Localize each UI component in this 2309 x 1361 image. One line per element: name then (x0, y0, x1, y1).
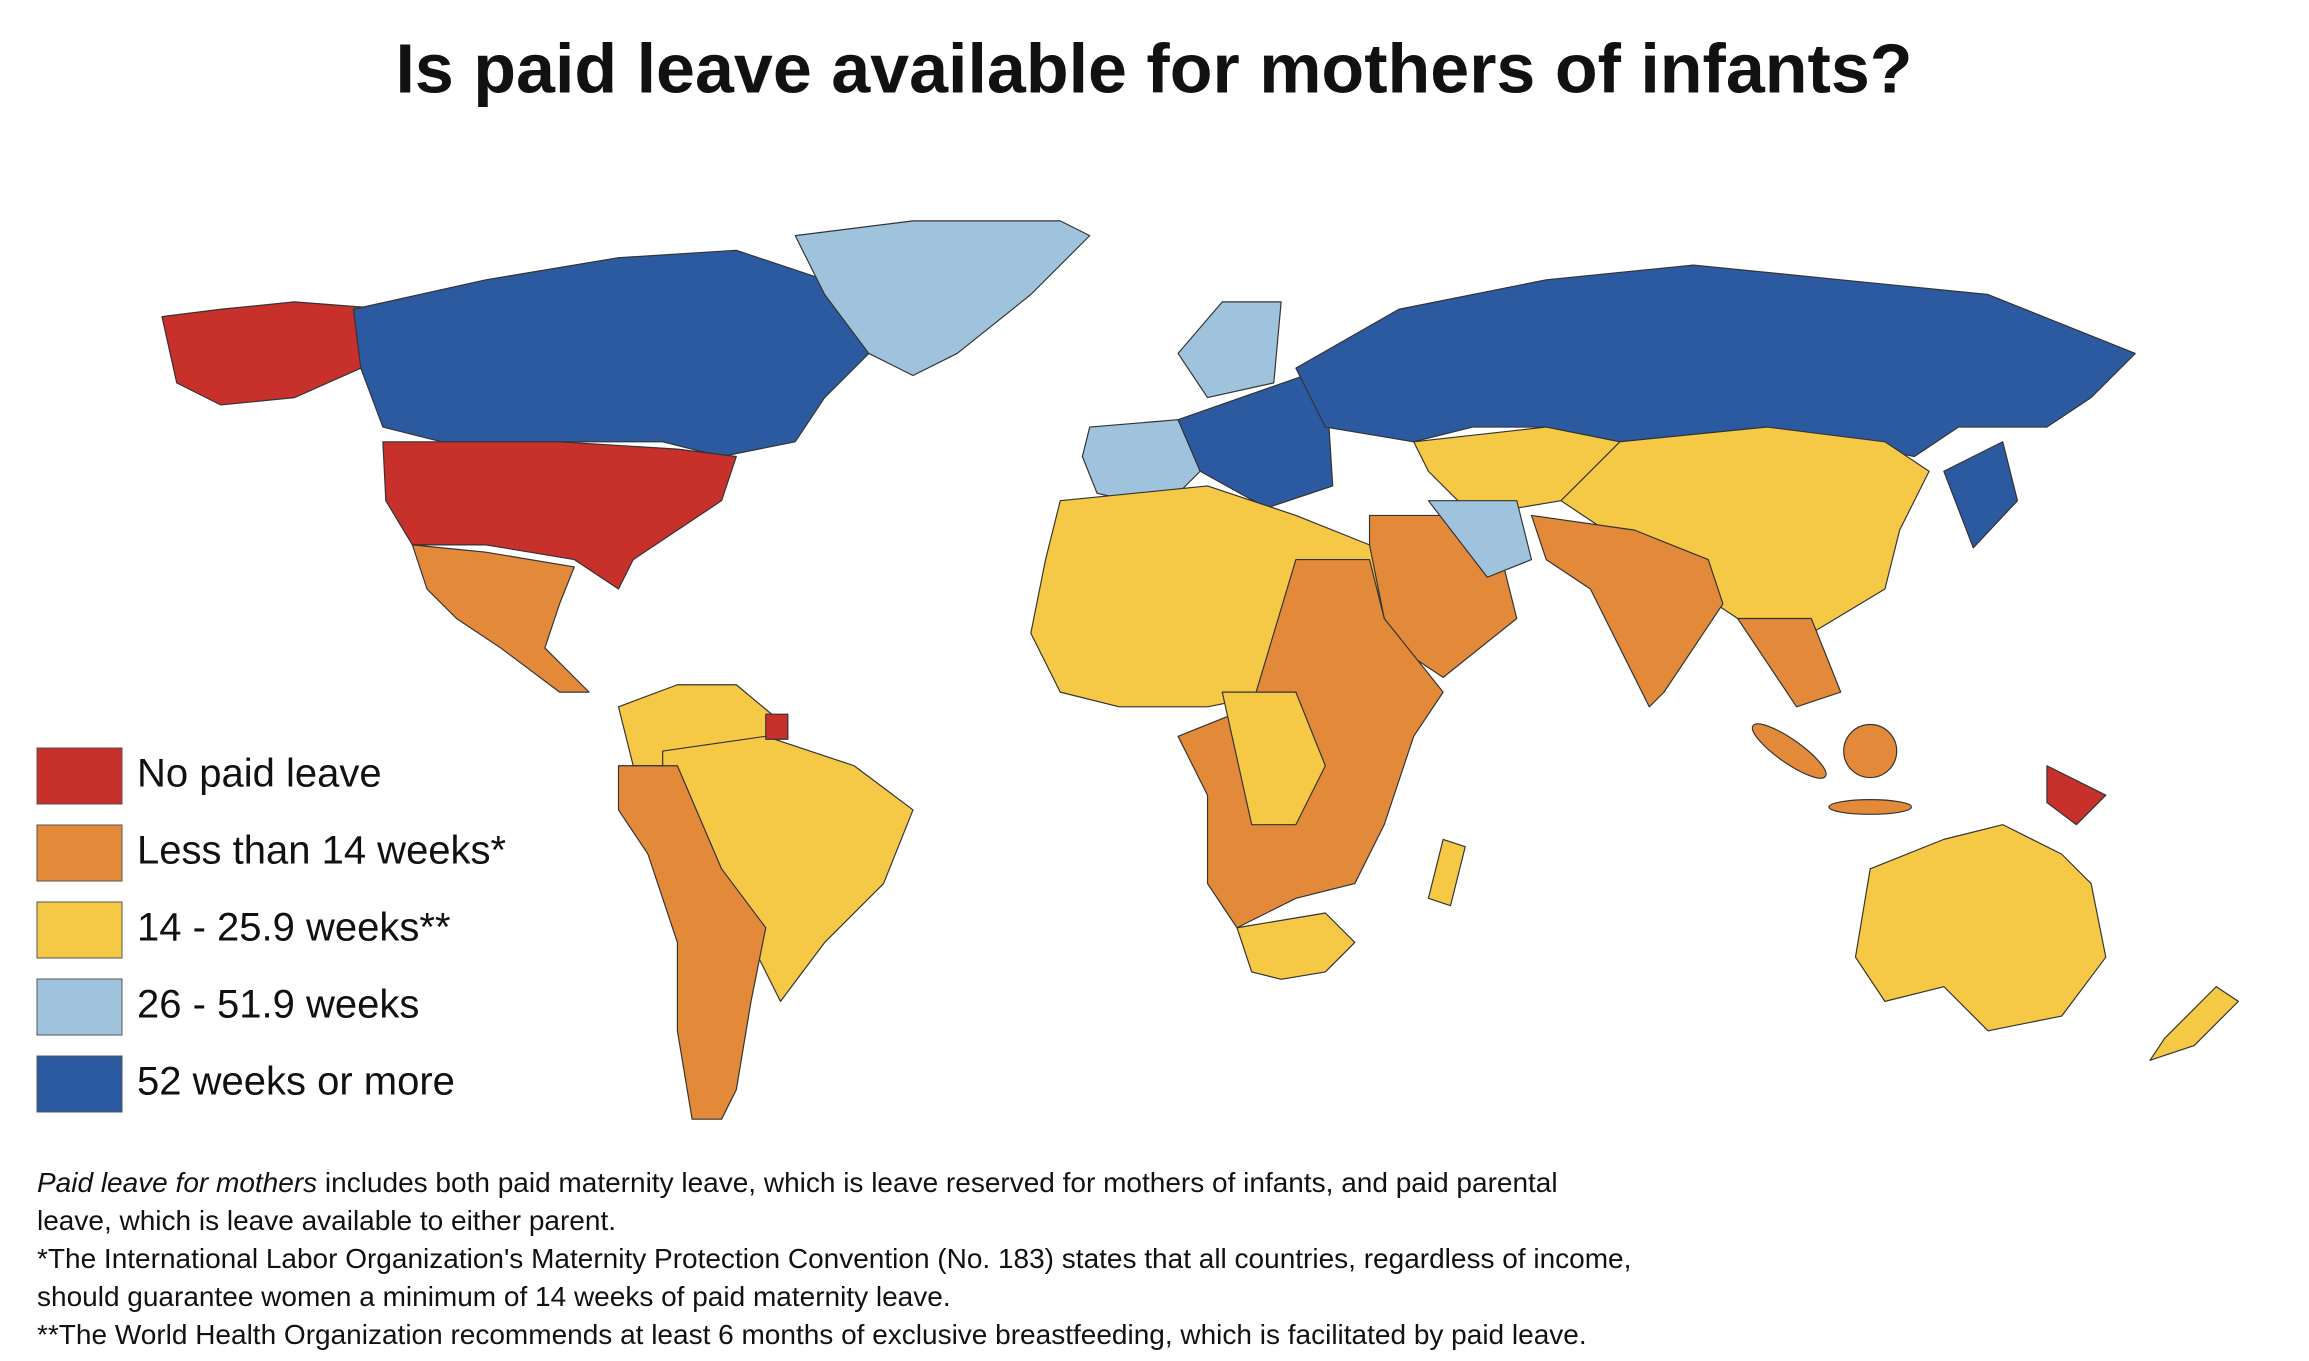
iran (1427, 500, 1533, 578)
andes (617, 765, 767, 1120)
southeast-asia (1737, 617, 1842, 708)
greenland (794, 220, 1091, 377)
japan (1943, 441, 2019, 549)
note-line: Paid leave for mothers includes both pai… (37, 1167, 1558, 1198)
legend-label: 14 - 25.9 weeks** (137, 906, 451, 950)
india (1530, 514, 1724, 708)
australia (1854, 824, 2107, 1032)
madagascar (1427, 838, 1466, 907)
note-text: includes both paid maternity leave, whic… (317, 1167, 1557, 1198)
note-line: should guarantee women a minimum of 14 w… (37, 1281, 951, 1312)
note-line: leave, which is leave available to eithe… (37, 1205, 616, 1236)
borneo (1843, 723, 1898, 779)
legend-swatch (36, 1055, 123, 1113)
sumatra (1751, 723, 1827, 779)
legend-label: Less than 14 weeks* (137, 829, 506, 873)
java (1828, 799, 1913, 815)
central-africa (1221, 691, 1326, 826)
legend-label: 26 - 51.9 weeks (137, 983, 419, 1027)
new-zealand (2149, 986, 2239, 1061)
title: Is paid leave available for mothers of i… (395, 29, 1912, 107)
notes: leave, which is leave available to eithe… (37, 1205, 1631, 1350)
legend-label: No paid leave (137, 752, 382, 796)
central-america (411, 544, 590, 693)
scandinavia (1177, 301, 1282, 399)
canada (352, 249, 885, 458)
legend-swatch (36, 824, 123, 882)
world-map (161, 220, 2239, 1120)
note-line: *The International Labor Organization's … (37, 1243, 1631, 1274)
legend-swatch (36, 978, 123, 1036)
legend-swatch (36, 747, 123, 805)
papua-new-guinea (2046, 765, 2107, 826)
note-line: **The World Health Organization recommen… (37, 1319, 1587, 1350)
southern-africa (1236, 912, 1356, 980)
legend-label: 52 weeks or more (137, 1060, 455, 1104)
russia (1295, 264, 2136, 458)
suriname (765, 713, 789, 740)
note-lead: Paid leave for mothers (37, 1167, 317, 1198)
legend-swatch (36, 901, 123, 959)
legend: No paid leave Less than 14 weeks* 14 - 25.… (36, 747, 506, 1113)
